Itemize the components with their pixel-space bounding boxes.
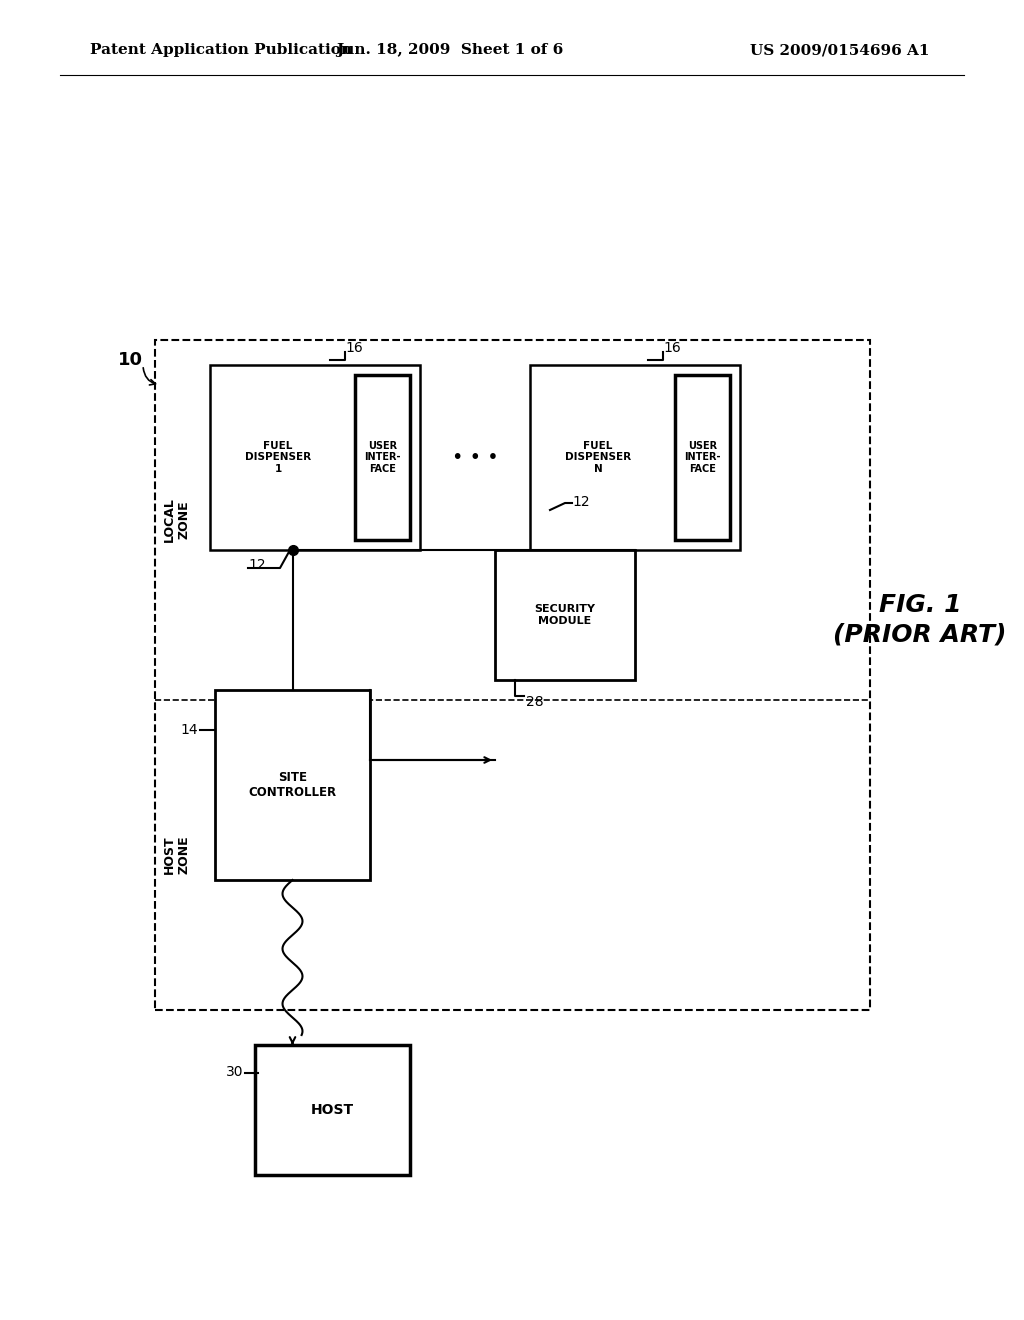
Text: HOST: HOST <box>311 1104 354 1117</box>
Text: USER
INTER-
FACE: USER INTER- FACE <box>365 441 400 474</box>
Text: USER
INTER-
FACE: USER INTER- FACE <box>684 441 721 474</box>
Text: 16: 16 <box>663 341 681 355</box>
Text: FUEL
DISPENSER
1: FUEL DISPENSER 1 <box>245 441 311 474</box>
Text: • • •: • • • <box>452 447 499 467</box>
Text: 28: 28 <box>526 696 544 709</box>
Text: 12: 12 <box>572 495 590 510</box>
Text: SITE
CONTROLLER: SITE CONTROLLER <box>249 771 337 799</box>
Bar <box>210 366 420 550</box>
Text: FUEL
DISPENSER
N: FUEL DISPENSER N <box>565 441 631 474</box>
Text: FIG. 1
(PRIOR ART): FIG. 1 (PRIOR ART) <box>834 593 1007 647</box>
Text: 16: 16 <box>345 341 362 355</box>
Bar <box>495 550 635 680</box>
Text: 14: 14 <box>180 723 198 737</box>
Text: 12: 12 <box>248 558 265 572</box>
Bar <box>675 375 730 540</box>
Bar <box>255 1045 410 1175</box>
Bar <box>215 690 370 880</box>
Text: LOCAL
ZONE: LOCAL ZONE <box>163 498 191 543</box>
Text: Patent Application Publication: Patent Application Publication <box>90 44 352 57</box>
Text: 30: 30 <box>225 1065 243 1078</box>
Text: HOST
ZONE: HOST ZONE <box>163 836 191 874</box>
Text: SECURITY
MODULE: SECURITY MODULE <box>535 605 596 626</box>
Bar <box>155 341 870 1010</box>
Bar <box>530 366 740 550</box>
Text: 10: 10 <box>118 351 142 370</box>
Bar <box>355 375 410 540</box>
Text: Jun. 18, 2009  Sheet 1 of 6: Jun. 18, 2009 Sheet 1 of 6 <box>336 44 563 57</box>
Text: US 2009/0154696 A1: US 2009/0154696 A1 <box>751 44 930 57</box>
